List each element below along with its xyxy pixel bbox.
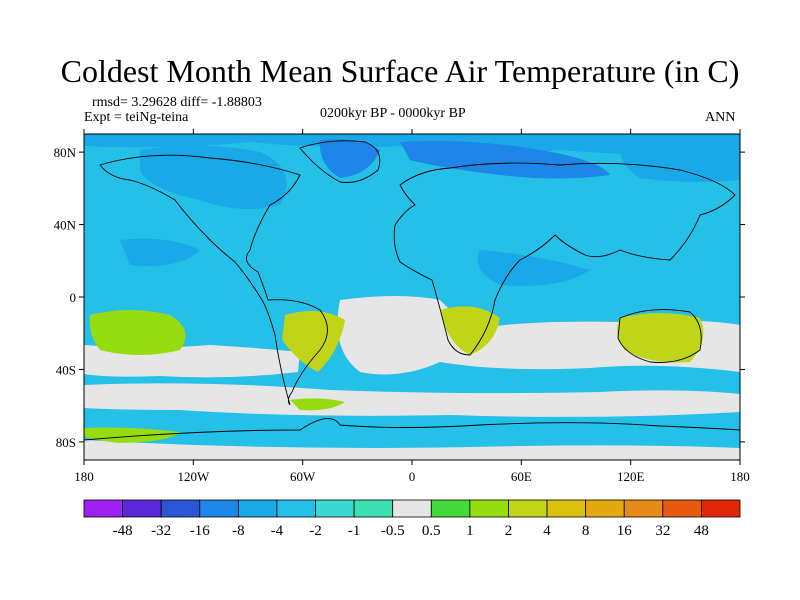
north-america-cool-zone [140, 145, 287, 209]
colorbar-label: -16 [190, 523, 210, 539]
colorbar [83, 499, 741, 518]
indian-ocean-cool-zone [477, 250, 590, 286]
longitude-labels: 180 120W 60W 0 60E 120E 180 [74, 469, 750, 484]
period-label: 0200kyr BP - 0000kyr BP [320, 106, 466, 121]
lat-label: 80N [54, 145, 77, 160]
season-label: ANN [705, 110, 736, 125]
lon-label: 180 [74, 469, 94, 484]
antarctica-coastline [83, 418, 741, 441]
colorbar-label: -2 [309, 523, 322, 539]
colorbar-swatch [199, 499, 239, 518]
ross-sea-warm-zone [84, 427, 180, 443]
colorbar-label: -8 [232, 523, 245, 539]
colorbar-swatch [585, 499, 625, 518]
colorbar-swatch [623, 499, 664, 518]
east-asia-cool-zone [619, 143, 740, 183]
colorbar-swatch [701, 499, 741, 518]
colorbar-label: 2 [505, 523, 513, 539]
colorbar-label: -48 [113, 523, 133, 539]
south-america-warm-zone [282, 311, 345, 372]
south-pacific-warm-zone [89, 310, 186, 355]
colorbar-swatch [122, 499, 162, 518]
colorbar-label: 16 [617, 523, 633, 539]
colorbar-label: -0.5 [381, 523, 405, 539]
weddell-warm-zone [290, 398, 345, 411]
antarctic-neutral-band [84, 440, 740, 460]
colorbar-swatch [469, 499, 509, 518]
colorbar-label: -32 [151, 523, 171, 539]
coastlines [83, 140, 741, 441]
southern-ocean-neutral-band [84, 383, 740, 417]
latitude-labels: 80N 40N 0 40S 80S [54, 145, 77, 450]
colorbar-swatch [353, 499, 394, 518]
lon-label: 120W [177, 469, 210, 484]
greenland-cold-zone [319, 139, 380, 178]
colorbar-label: 48 [694, 523, 709, 539]
colorbar-swatch [237, 499, 278, 518]
colorbar-label: 0.5 [422, 523, 441, 539]
southern-africa-warm-zone [440, 306, 500, 355]
australia-warm-zone [616, 313, 704, 363]
stats-label: rmsd= 3.29628 diff= -1.88803 [92, 95, 262, 110]
lon-label: 120E [617, 469, 645, 484]
colorbar-swatch [392, 499, 432, 518]
lon-label: 60E [511, 469, 532, 484]
colorbar-label: 32 [655, 523, 670, 539]
colorbar-label: -4 [271, 523, 284, 539]
colorbar-swatch [83, 499, 123, 518]
greenland-coastline [299, 140, 381, 183]
australia-coastline [617, 309, 702, 363]
siberia-cold-zone [400, 141, 610, 179]
map-title: Coldest Month Mean Surface Air Temperatu… [60, 53, 740, 89]
lon-label: 180 [730, 469, 750, 484]
colorbar-label: -1 [348, 523, 361, 539]
pacific-cool-zone [120, 238, 200, 266]
lon-label: 60W [290, 469, 316, 484]
colorbar-swatch [430, 499, 471, 518]
map-frame [79, 129, 745, 465]
americas-coastline [99, 154, 328, 406]
temperature-field [84, 134, 740, 460]
colorbar-swatch [546, 499, 587, 518]
colorbar-label: 4 [543, 523, 551, 539]
colorbar-labels: -48 -32 -16 -8 -4 -2 -1 -0.5 0.5 1 2 4 8 16 32 48 [113, 523, 709, 539]
experiment-label: Expt = teiNg-teina [84, 110, 189, 125]
lat-label: 80S [56, 435, 76, 450]
colorbar-swatch [508, 499, 548, 518]
colorbar-swatch [276, 499, 316, 518]
lat-label: 0 [70, 290, 77, 305]
lat-label: 40S [56, 362, 76, 377]
colorbar-swatch [315, 499, 355, 518]
colorbar-label: 8 [582, 523, 590, 539]
colorbar-swatch [662, 499, 702, 518]
afro-eurasia-coastline [393, 162, 736, 356]
colorbar-swatch [160, 499, 201, 518]
lon-label: 0 [409, 469, 416, 484]
colorbar-label: 1 [466, 523, 474, 539]
lat-label: 40N [54, 218, 77, 233]
